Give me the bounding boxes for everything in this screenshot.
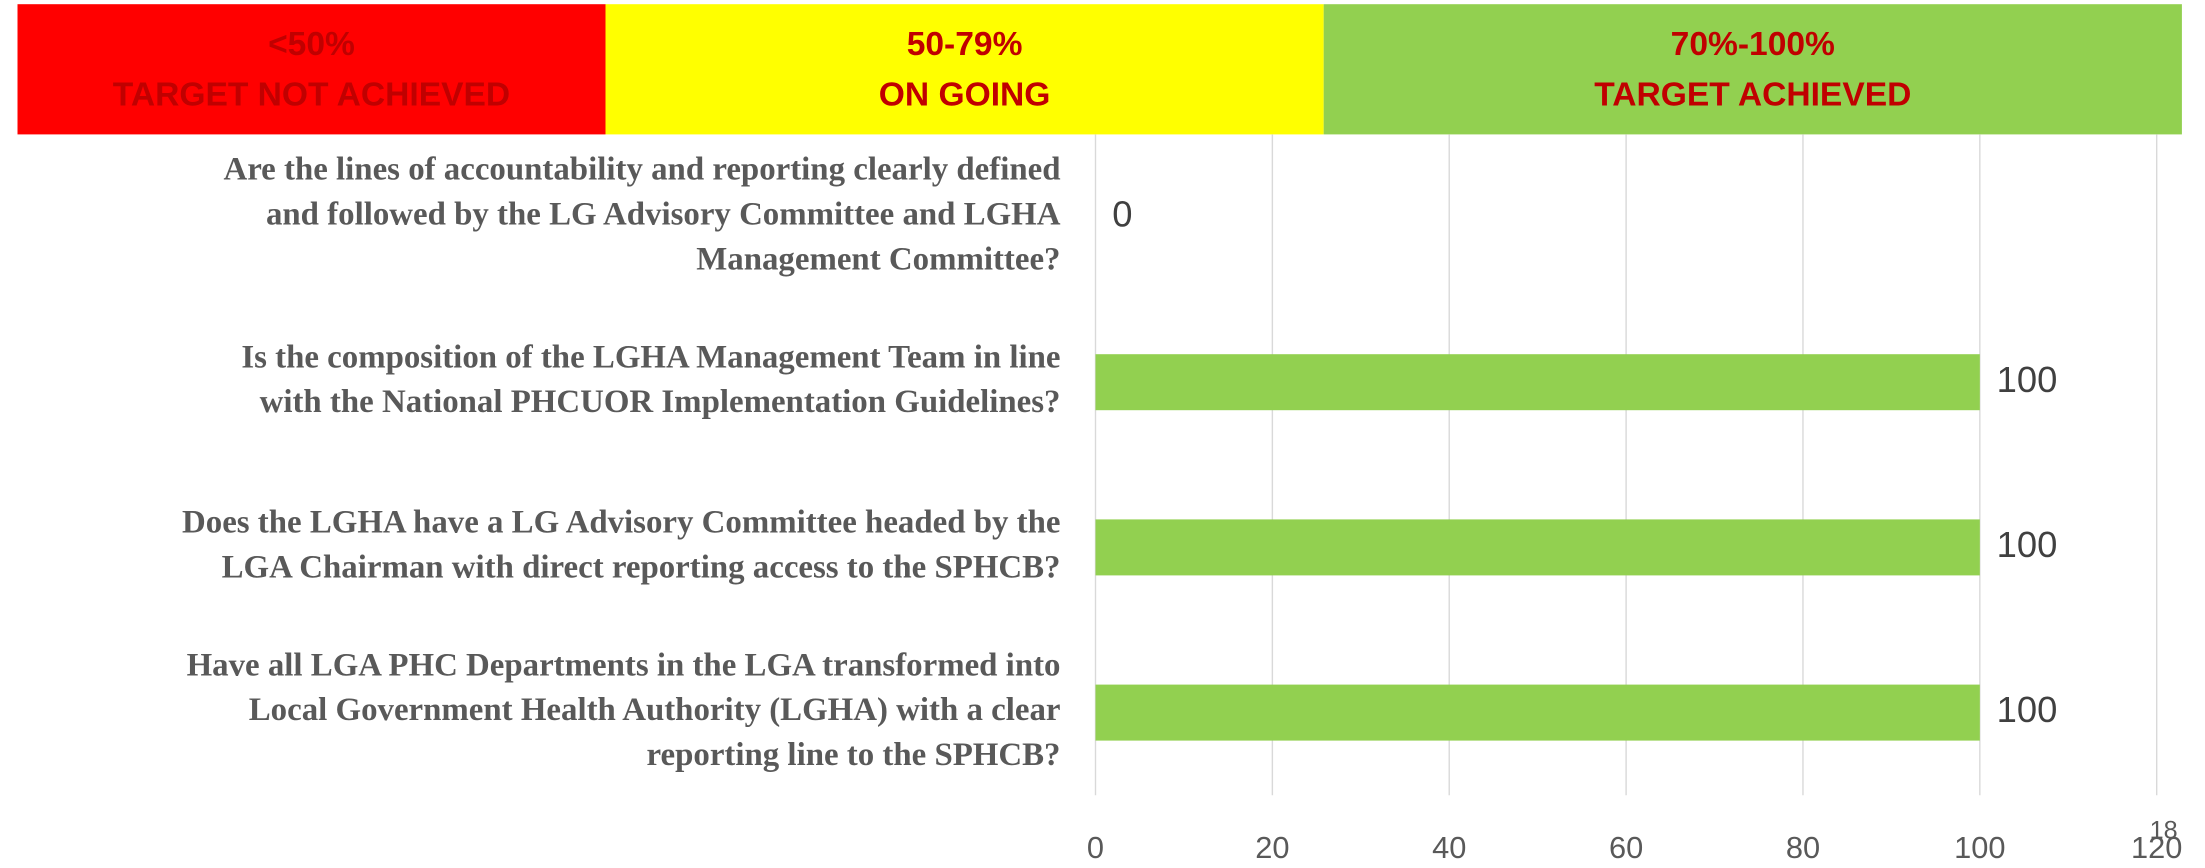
value-label: 0 (1112, 194, 1132, 235)
band-range: 50-79% (907, 26, 1023, 63)
value-label: 100 (1997, 689, 2058, 730)
category-label: Local Government Health Authority (LGHA)… (249, 692, 1061, 728)
category-label: and followed by the LG Advisory Committe… (266, 197, 1061, 233)
category-label: Management Committee? (696, 241, 1060, 277)
value-label: 100 (1997, 359, 2058, 400)
band-label: TARGET NOT ACHIEVED (113, 76, 510, 113)
bar (1095, 684, 1980, 741)
bar (1095, 354, 1980, 411)
category-label: Are the lines of accountability and repo… (223, 152, 1060, 188)
category-label: reporting line to the SPHCB? (647, 737, 1061, 773)
x-tick-label: 60 (1609, 830, 1643, 865)
band (17, 4, 606, 135)
band-label: ON GOING (879, 76, 1051, 113)
x-tick-label: 80 (1786, 830, 1820, 865)
page-number: 18 (2150, 816, 2178, 844)
bar (1095, 519, 1980, 576)
band (605, 4, 1324, 135)
band (1323, 4, 2182, 135)
band-label: TARGET ACHIEVED (1594, 76, 1911, 113)
band-range: <50% (268, 26, 355, 63)
x-tick-label: 100 (1954, 830, 2005, 865)
x-tick-label: 0 (1087, 830, 1104, 865)
category-label: LGA Chairman with direct reporting acces… (222, 549, 1061, 585)
band-range: 70%-100% (1671, 26, 1835, 63)
category-label: Have all LGA PHC Departments in the LGA … (187, 647, 1061, 683)
category-label: Does the LGHA have a LG Advisory Committ… (182, 505, 1060, 541)
value-label: 100 (1997, 524, 2058, 565)
category-label: Is the composition of the LGHA Managemen… (241, 339, 1060, 375)
x-tick-label: 120 (2131, 830, 2182, 865)
x-tick-label: 40 (1432, 830, 1466, 865)
category-label: with the National PHCUOR Implementation … (260, 384, 1061, 420)
x-tick-label: 20 (1255, 830, 1289, 865)
